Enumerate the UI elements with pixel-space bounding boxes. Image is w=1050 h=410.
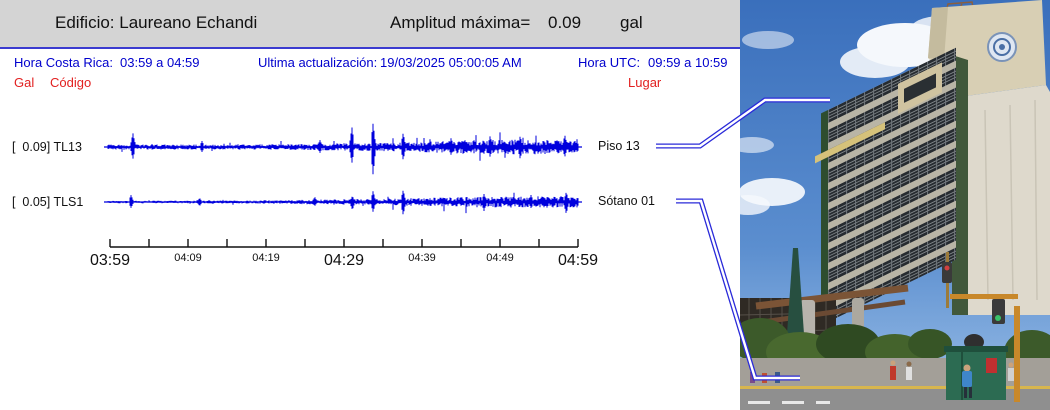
- curb-line: [740, 386, 1050, 389]
- window-facade: [828, 47, 956, 322]
- lane-markings: [748, 401, 830, 404]
- channel-location-label: Sótano 01: [598, 194, 655, 208]
- facade-left-column: [821, 109, 828, 326]
- seismogram-trace: [107, 190, 579, 215]
- axis-tick-label: 03:59: [90, 252, 130, 269]
- channel-peak-label: [ 0.09] TL13: [12, 140, 82, 154]
- axis-tick-label: 04:09: [174, 252, 202, 264]
- time-axis: 03:59 04:09 04:19 04:29 04:39 04:49 04:59: [90, 239, 598, 269]
- building-photo: [740, 0, 1050, 410]
- traffic-light-pole: [942, 252, 1020, 402]
- kiosk: [944, 346, 1008, 400]
- seismogram-trace: [107, 123, 579, 175]
- axis-tick-label: 04:59: [558, 252, 598, 269]
- column-header-gal: Gal: [14, 75, 35, 90]
- column-header-lugar: Lugar: [628, 75, 662, 90]
- header-bar: [0, 0, 740, 47]
- axis-tick-label: 04:29: [324, 252, 364, 269]
- page-title: Edificio: Laureano Echandi: [55, 13, 258, 32]
- facade-ledge: [815, 122, 885, 164]
- local-time-value: 03:59 a 04:59: [120, 55, 200, 70]
- axis-tick-label: 04:39: [408, 252, 436, 264]
- amplitude-unit: gal: [620, 13, 643, 32]
- last-update-value: 19/03/2025 05:00:05 AM: [380, 55, 522, 70]
- channel-peak-label: [ 0.05] TLS1: [12, 195, 84, 209]
- axis-tick-label: 04:49: [486, 252, 514, 264]
- local-time-label: Hora Costa Rica:: [14, 55, 113, 70]
- amplitude-label: Amplitud máxima=: [390, 13, 531, 32]
- header-separator: [0, 47, 740, 49]
- last-update-label: Ultima actualización:: [258, 55, 378, 70]
- utc-time-value: 09:59 a 10:59: [648, 55, 728, 70]
- channel-location-label: Piso 13: [598, 139, 640, 153]
- column-header-codigo: Código: [50, 75, 92, 90]
- building-tower: [815, 0, 1050, 326]
- waveform-traces: [104, 123, 582, 215]
- utc-time-label: Hora UTC:: [578, 55, 641, 70]
- amplitude-value: 0.09: [548, 13, 582, 32]
- axis-tick-label: 04:19: [252, 252, 280, 264]
